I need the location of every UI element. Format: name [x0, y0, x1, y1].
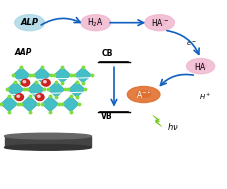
Ellipse shape — [136, 91, 146, 97]
Polygon shape — [54, 67, 71, 83]
Polygon shape — [13, 67, 30, 83]
Circle shape — [17, 95, 20, 97]
Ellipse shape — [138, 91, 148, 97]
Ellipse shape — [25, 19, 34, 25]
Polygon shape — [21, 96, 38, 112]
Circle shape — [36, 94, 44, 101]
Ellipse shape — [195, 63, 204, 68]
Circle shape — [15, 94, 23, 101]
Ellipse shape — [5, 133, 91, 139]
Text: $e^-$: $e^-$ — [185, 39, 196, 48]
Text: $\mathrm{HA^-}$: $\mathrm{HA^-}$ — [150, 17, 168, 28]
Text: $\mathrm{A^{-\bullet}}$: $\mathrm{A^{-\bullet}}$ — [136, 89, 151, 100]
Circle shape — [42, 79, 50, 86]
Text: VB: VB — [101, 112, 112, 122]
Ellipse shape — [81, 15, 110, 31]
Polygon shape — [152, 115, 161, 127]
Circle shape — [23, 81, 26, 83]
Ellipse shape — [5, 145, 91, 150]
Ellipse shape — [15, 15, 44, 31]
Ellipse shape — [91, 19, 100, 25]
Text: $\mathrm{H_2A}$: $\mathrm{H_2A}$ — [87, 16, 104, 29]
Polygon shape — [41, 96, 59, 112]
Text: $\mathrm{HA}$: $\mathrm{HA}$ — [193, 61, 206, 72]
Polygon shape — [0, 96, 18, 112]
Ellipse shape — [127, 86, 159, 102]
Ellipse shape — [194, 63, 202, 69]
Polygon shape — [27, 82, 44, 98]
Ellipse shape — [153, 19, 162, 26]
Polygon shape — [33, 67, 50, 83]
Ellipse shape — [144, 15, 174, 31]
Text: AAP: AAP — [14, 48, 31, 57]
Circle shape — [43, 81, 46, 83]
Bar — [5, 136, 91, 147]
Ellipse shape — [186, 59, 214, 74]
Text: $H^+$: $H^+$ — [198, 91, 210, 101]
Polygon shape — [62, 96, 79, 112]
Ellipse shape — [154, 19, 163, 25]
Text: ALP: ALP — [21, 18, 38, 27]
Ellipse shape — [197, 63, 206, 69]
Text: $h\nu$: $h\nu$ — [167, 121, 178, 132]
Polygon shape — [7, 82, 24, 98]
Ellipse shape — [89, 19, 98, 26]
Ellipse shape — [140, 91, 150, 97]
Ellipse shape — [27, 19, 36, 26]
Circle shape — [37, 95, 40, 97]
Ellipse shape — [93, 19, 101, 26]
Ellipse shape — [23, 19, 32, 26]
Ellipse shape — [156, 19, 165, 26]
Circle shape — [21, 79, 30, 86]
Polygon shape — [68, 82, 85, 98]
Polygon shape — [74, 67, 91, 83]
Text: CB: CB — [101, 49, 112, 58]
Polygon shape — [47, 82, 65, 98]
